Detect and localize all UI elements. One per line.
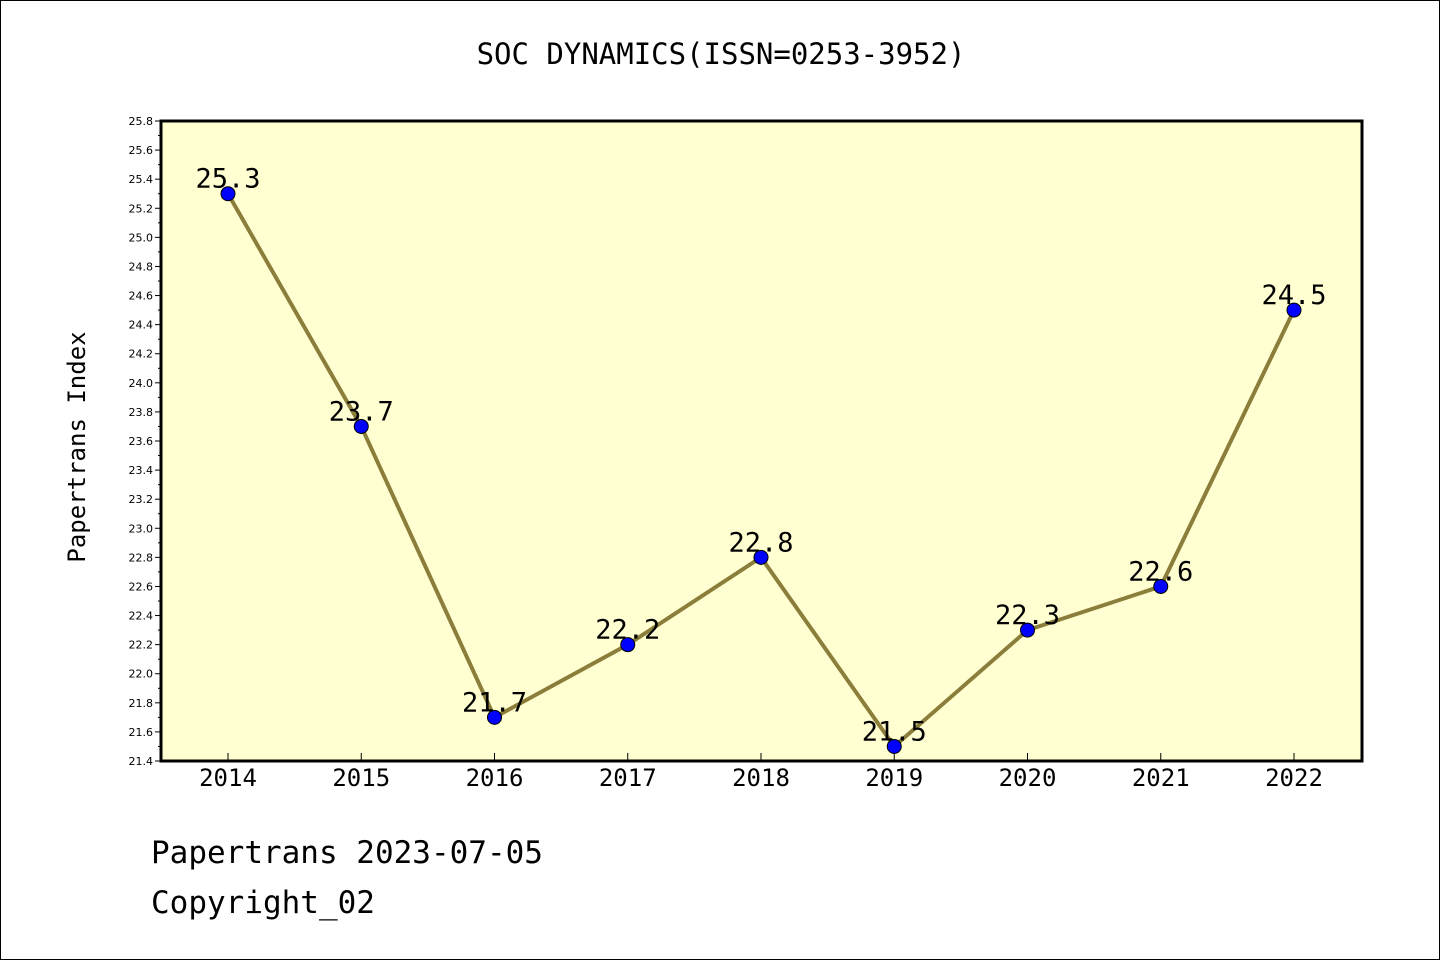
- data-label: 21.5: [862, 716, 927, 747]
- data-label: 22.3: [995, 600, 1060, 631]
- x-tick-label: 2017: [599, 764, 657, 792]
- y-tick-label: 25.2: [129, 202, 154, 215]
- y-tick-label: 23.8: [129, 406, 154, 419]
- x-tick-label: 2015: [332, 764, 390, 792]
- data-label: 22.8: [728, 527, 793, 558]
- data-label: 22.6: [1128, 556, 1193, 587]
- y-tick-label: 22.4: [129, 610, 154, 623]
- y-tick-label: 21.4: [129, 755, 154, 768]
- x-tick-label: 2018: [732, 764, 790, 792]
- x-tick-label: 2020: [999, 764, 1057, 792]
- data-point: [220, 186, 236, 202]
- y-tick-label: 21.6: [129, 726, 154, 739]
- y-tick-label: 24.2: [129, 348, 154, 361]
- footer-date: Papertrans 2023-07-05: [151, 835, 543, 871]
- x-tick-label: 2019: [865, 764, 923, 792]
- y-tick-label: 25.6: [129, 144, 154, 157]
- y-tick-label: 22.8: [129, 551, 154, 564]
- y-tick-label: 21.8: [129, 697, 154, 710]
- y-tick-label: 22.2: [129, 639, 154, 652]
- plot-frame: [159, 119, 1364, 763]
- y-axis-ticks: 21.4 21.6 21.8 22.0 22.2 22.4 22.6 22.8 23.0 23.2…: [129, 115, 161, 768]
- y-tick-label: 23.6: [129, 435, 154, 448]
- chart-title: SOC DYNAMICS(ISSN=0253-3952): [476, 37, 966, 71]
- data-point: [886, 738, 902, 754]
- y-tick-label: 22.6: [129, 580, 154, 593]
- y-tick-label: 24.4: [129, 319, 154, 332]
- y-tick-label: 25.0: [129, 231, 154, 244]
- x-tick-label: 2022: [1265, 764, 1323, 792]
- data-points: [220, 186, 1302, 754]
- data-point: [1020, 622, 1035, 638]
- y-tick-label: 24.8: [129, 260, 154, 273]
- data-point: [353, 418, 369, 434]
- y-tick-label: 24.0: [129, 377, 154, 390]
- y-tick-label: 24.6: [129, 290, 154, 303]
- x-tick-label: 2021: [1132, 764, 1190, 792]
- y-tick-label: 23.2: [129, 493, 154, 506]
- data-point: [1286, 302, 1302, 318]
- footer-copyright: Copyright_02: [151, 885, 375, 921]
- data-label: 22.2: [595, 615, 660, 646]
- data-point: [487, 709, 502, 725]
- y-tick-label: 22.0: [129, 668, 154, 681]
- x-axis-ticks: 2014 2015 2016 2017 2018 2019 2020 2021 2022: [199, 753, 1323, 792]
- y-tick-label: 25.8: [129, 115, 154, 128]
- data-label: 24.5: [1261, 280, 1326, 311]
- data-point: [753, 549, 769, 565]
- data-point: [1153, 578, 1169, 594]
- data-label: 25.3: [195, 164, 260, 195]
- data-point: [620, 637, 636, 653]
- data-labels: 25.3 23.7 21.7 22.2 22.8 21.5 22.3 22.6 24.5: [195, 164, 1326, 748]
- data-label: 21.7: [462, 687, 527, 718]
- x-tick-label: 2016: [466, 764, 524, 792]
- plot-area: [161, 121, 1362, 761]
- y-tick-label: 25.4: [129, 173, 154, 186]
- y-tick-label: 23.0: [129, 522, 154, 535]
- x-tick-label: 2014: [199, 764, 257, 792]
- y-tick-label: 23.4: [129, 464, 154, 477]
- data-label: 23.7: [329, 396, 394, 427]
